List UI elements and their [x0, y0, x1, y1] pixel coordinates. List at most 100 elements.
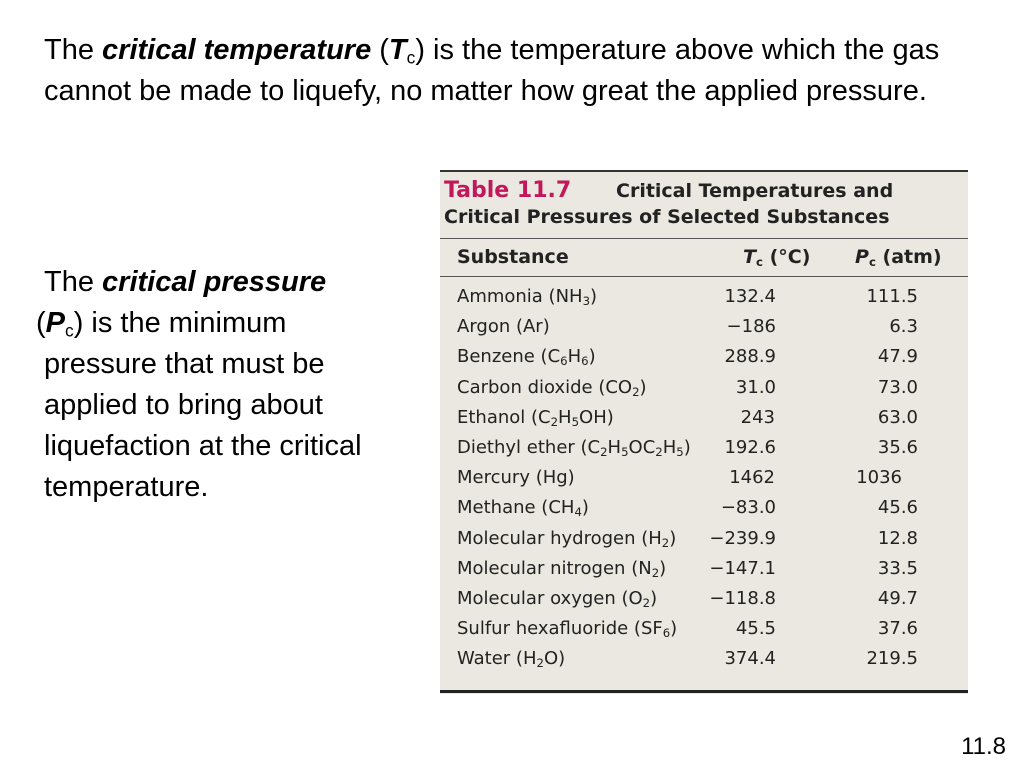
- critical-temperature-value: 243: [740, 406, 775, 428]
- subscript: 2: [651, 565, 660, 580]
- subscript: 6: [581, 354, 589, 369]
- symbol-tc-sub: c: [406, 47, 416, 68]
- name-text: ): [669, 527, 677, 549]
- name-text: Molecular hydrogen (H: [457, 527, 662, 549]
- substance-name: Water (H2O): [457, 648, 565, 669]
- name-text: H: [607, 436, 622, 458]
- substance-name: Benzene (C6H6): [457, 346, 596, 367]
- subscript: 2: [642, 595, 651, 610]
- critical-temperature-value: 288.9: [724, 346, 776, 368]
- critical-pressure-value: 33.5: [877, 557, 918, 579]
- critical-pressure-value: 35.6: [877, 436, 918, 458]
- para2-body: ) is the minimum pressure that must be a…: [44, 307, 362, 503]
- name-text: ): [588, 346, 596, 368]
- column-header-tc: Tc (°C): [743, 246, 810, 268]
- subscript: 3: [582, 293, 591, 308]
- substance-name: Methane (CH4): [457, 497, 589, 518]
- subscript: 5: [676, 444, 684, 459]
- name-text: Carbon dioxide (CO: [457, 376, 633, 398]
- subscript: 2: [632, 384, 640, 399]
- table-row: Molecular hydrogen (H2) −239.9 12.8: [440, 526, 968, 556]
- page-number: 11.8: [961, 733, 1006, 760]
- subscript: 2: [661, 535, 670, 550]
- term-critical-temperature: critical temperature: [102, 34, 372, 66]
- critical-pressure-value: 111.5: [866, 286, 918, 307]
- subscript: 5: [621, 444, 629, 459]
- name-text: ): [581, 497, 589, 519]
- subscript: 2: [550, 414, 559, 429]
- table-title-line1: Critical Temperatures and: [616, 180, 894, 202]
- column-header-pc-unit: (atm): [875, 246, 942, 268]
- critical-temperature-value: 45.5: [735, 618, 776, 640]
- para1-lead: The: [44, 34, 103, 66]
- substance-name: Argon (Ar): [457, 316, 550, 337]
- table-row: Ethanol (C2H5OH) 243 63.0: [440, 405, 968, 435]
- critical-pressure-value: 12.8: [877, 527, 918, 549]
- name-text: ): [650, 587, 658, 609]
- table-top-rule: [440, 170, 968, 172]
- name-text: OC: [628, 436, 656, 458]
- name-text: H: [662, 436, 677, 458]
- name-text: ): [639, 376, 647, 398]
- substance-name: Mercury (Hg): [457, 467, 575, 488]
- critical-temperature-value: −186: [726, 316, 776, 338]
- critical-pressure-value: 49.7: [877, 587, 918, 609]
- table-row: Mercury (Hg) 1462 1036: [440, 465, 968, 495]
- name-text: OH): [579, 406, 614, 428]
- critical-temperature-value: 374.4: [724, 648, 776, 670]
- table-column-rule: [440, 276, 968, 277]
- name-text: ): [659, 557, 667, 579]
- name-text: Methane (CH: [457, 497, 575, 519]
- critical-pressure-value: 47.9: [877, 346, 918, 368]
- critical-constants-table: Table 11.7 Critical Temperatures and Cri…: [440, 170, 968, 694]
- name-text: Ethanol (C: [457, 406, 551, 428]
- para1-paren: (: [371, 34, 389, 66]
- table-row: Molecular nitrogen (N2) −147.1 33.5: [440, 556, 968, 586]
- column-header-tc-unit: (°C): [762, 246, 811, 268]
- table-row: Sulfur hexafluoride (SF6) 45.5 37.6: [440, 616, 968, 646]
- para2-lead: The: [44, 266, 103, 298]
- table-row: Benzene (C6H6) 288.9 47.9: [440, 344, 968, 374]
- name-text: Benzene (C: [457, 346, 561, 368]
- critical-pressure-value: 63.0: [877, 406, 918, 428]
- name-text: O): [543, 648, 566, 670]
- name-text: ): [670, 618, 678, 640]
- para2-paren: (: [36, 307, 46, 339]
- critical-temperature-value: 192.6: [724, 436, 776, 458]
- column-header-tc-sub: c: [755, 254, 763, 269]
- subscript: 2: [536, 656, 544, 671]
- name-text: Diethyl ether (C: [457, 436, 601, 458]
- critical-temperature-value: 132.4: [724, 286, 776, 307]
- substance-name: Ethanol (C2H5OH): [457, 407, 614, 428]
- column-header-pc-symbol: P: [855, 246, 869, 268]
- symbol-tc: T: [388, 34, 407, 66]
- substance-name: Molecular oxygen (O2): [457, 588, 657, 609]
- critical-pressure-value: 1036: [856, 467, 902, 489]
- name-text: Molecular nitrogen (N: [457, 557, 652, 579]
- subscript: 2: [600, 444, 608, 459]
- column-header-pc-sub: c: [868, 254, 876, 269]
- table-bottom-rule: [440, 690, 968, 693]
- critical-pressure-value: 45.6: [877, 497, 918, 519]
- table-row: Diethyl ether (C2H5OC2H5) 192.6 35.6: [440, 435, 968, 465]
- critical-temperature-value: −118.8: [709, 587, 776, 609]
- substance-name: Ammonia (NH3): [457, 286, 597, 307]
- name-text: H: [558, 406, 572, 428]
- table-row: Water (H2O) 374.4 219.5: [440, 646, 968, 676]
- name-text: Ammonia (NH: [457, 286, 583, 307]
- subscript: 6: [662, 625, 671, 640]
- critical-temperature-value: −239.9: [709, 527, 776, 549]
- critical-temperature-definition: The critical temperature (Tc) is the tem…: [44, 30, 994, 112]
- substance-name: Molecular nitrogen (N2): [457, 558, 666, 579]
- name-text: Sulfur hexafluoride (SF: [457, 618, 663, 640]
- column-header-pc: Pc (atm): [855, 246, 942, 268]
- substance-name: Molecular hydrogen (H2): [457, 528, 676, 549]
- symbol-pc: P: [45, 307, 66, 339]
- critical-temperature-value: −83.0: [720, 497, 776, 519]
- critical-temperature-value: −147.1: [709, 557, 776, 579]
- critical-pressure-value: 73.0: [877, 376, 918, 398]
- name-text: Molecular oxygen (O: [457, 587, 643, 609]
- subscript: 6: [560, 354, 568, 369]
- term-critical-pressure: critical pressure: [102, 266, 327, 298]
- subscript: 4: [574, 505, 582, 520]
